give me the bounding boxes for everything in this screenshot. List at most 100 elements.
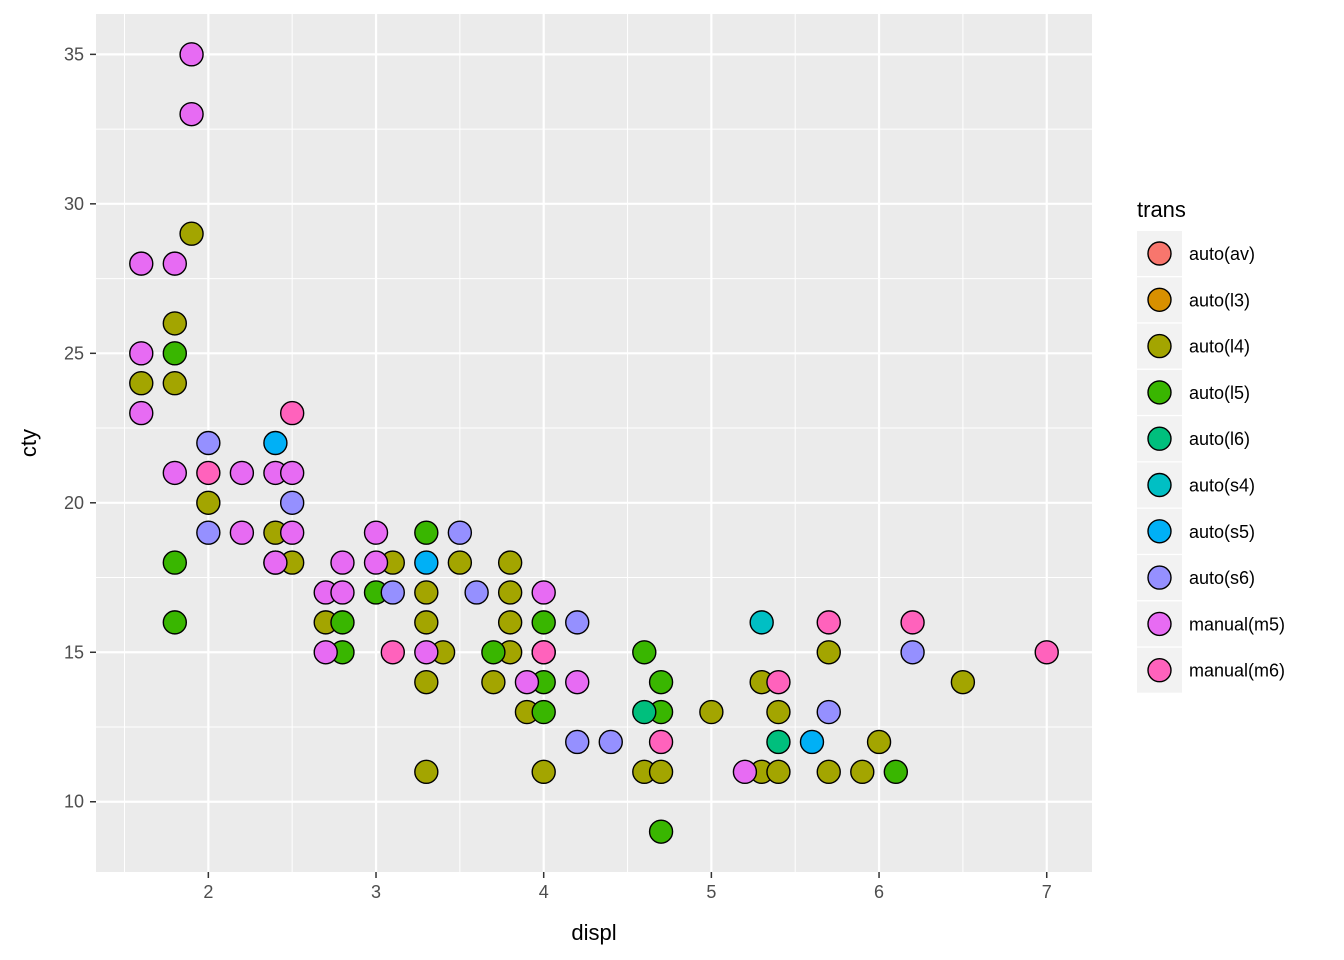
data-point	[497, 580, 523, 605]
data-point	[481, 669, 506, 695]
data-point	[632, 699, 657, 725]
legend-swatch	[1147, 519, 1172, 544]
data-point	[196, 430, 221, 456]
data-point	[380, 580, 405, 605]
data-point	[162, 371, 188, 396]
data-point	[648, 669, 674, 695]
data-point	[497, 610, 523, 635]
x-tick-label: 5	[706, 882, 716, 902]
legend-swatch	[1147, 565, 1172, 590]
data-point	[330, 610, 355, 635]
legend-swatch	[1147, 611, 1172, 637]
data-point	[313, 640, 338, 665]
data-points	[129, 42, 1059, 844]
data-point	[162, 610, 188, 635]
data-point	[481, 640, 506, 665]
grid-minor	[96, 14, 1092, 872]
data-point	[380, 640, 405, 665]
data-point	[883, 759, 909, 785]
data-point	[766, 729, 791, 755]
data-point	[279, 520, 305, 545]
data-point	[229, 460, 255, 486]
data-point	[531, 580, 556, 605]
data-point	[447, 520, 473, 545]
data-point	[816, 610, 841, 635]
data-point	[196, 490, 221, 515]
data-point	[414, 610, 439, 635]
y-tick-label: 35	[64, 44, 84, 64]
data-point	[648, 759, 674, 785]
x-tick-label: 2	[203, 882, 213, 902]
data-point	[330, 580, 355, 605]
data-point	[799, 729, 825, 755]
data-point	[196, 520, 221, 545]
data-point	[129, 251, 154, 276]
data-point	[766, 669, 791, 695]
legend-swatch	[1147, 426, 1172, 451]
legend-label: auto(l4)	[1189, 337, 1250, 357]
data-point	[732, 759, 758, 785]
legend-label: auto(l6)	[1189, 429, 1250, 449]
data-point	[749, 610, 774, 635]
data-point	[162, 550, 188, 575]
data-point	[648, 729, 674, 755]
x-tick-label: 7	[1042, 882, 1052, 902]
data-point	[414, 550, 439, 575]
data-point	[129, 400, 154, 426]
data-point	[263, 550, 288, 575]
data-point	[129, 341, 154, 366]
data-point	[531, 699, 556, 725]
data-point	[850, 759, 875, 785]
legend-label: manual(m6)	[1189, 661, 1285, 681]
data-point	[447, 550, 473, 575]
data-point	[1034, 640, 1059, 665]
data-point	[816, 699, 841, 725]
legend: trans auto(av) auto(l3) auto(l4) auto(l5) au…	[1137, 197, 1285, 693]
data-point	[162, 311, 188, 336]
x-axis: 2 3 4 5 6 7	[203, 872, 1052, 902]
data-point	[196, 460, 221, 486]
legend-swatch	[1147, 241, 1172, 266]
legend-label: manual(m5)	[1189, 614, 1285, 634]
data-point	[162, 341, 188, 366]
data-point	[497, 550, 523, 575]
data-point	[414, 520, 439, 545]
y-tick-label: 15	[64, 642, 84, 662]
data-point	[129, 371, 154, 396]
data-point	[816, 759, 841, 785]
data-point	[464, 580, 489, 605]
data-point	[648, 819, 674, 844]
legend-label: auto(l5)	[1189, 383, 1250, 403]
data-point	[900, 640, 925, 665]
data-point	[598, 729, 623, 755]
y-axis-title: cty	[16, 429, 41, 457]
data-point	[330, 550, 355, 575]
data-point	[279, 490, 305, 515]
data-point	[179, 42, 204, 67]
legend-swatch	[1147, 333, 1172, 359]
legend-label: auto(s5)	[1189, 522, 1255, 542]
data-point	[279, 400, 305, 426]
data-point	[514, 669, 540, 695]
data-point	[565, 729, 590, 755]
data-point	[179, 221, 204, 246]
y-tick-label: 25	[64, 343, 84, 363]
grid-major	[96, 14, 1092, 872]
legend-swatch	[1147, 287, 1172, 312]
legend-swatch	[1147, 658, 1172, 683]
data-point	[162, 460, 188, 486]
data-point	[531, 759, 556, 785]
data-point	[866, 729, 892, 755]
data-point	[565, 669, 590, 695]
data-point	[766, 759, 791, 785]
x-tick-label: 3	[371, 882, 381, 902]
data-point	[414, 759, 439, 785]
legend-label: auto(av)	[1189, 244, 1255, 264]
x-tick-label: 4	[539, 882, 549, 902]
data-point	[279, 460, 305, 486]
data-point	[414, 640, 439, 665]
legend-title: trans	[1137, 197, 1186, 222]
legend-label: auto(s4)	[1189, 476, 1255, 496]
data-point	[531, 640, 556, 665]
